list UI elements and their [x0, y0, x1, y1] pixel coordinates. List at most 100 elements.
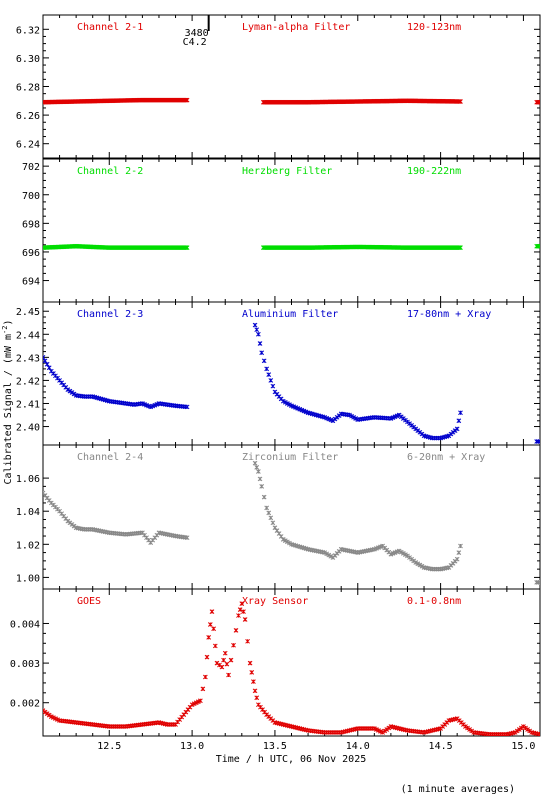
data-point: [247, 660, 253, 666]
panel-5: 0.002 0.003 0.004 GOES Xray Sensor 0.1-0.8nm: [10, 588, 541, 737]
data-point: [261, 494, 267, 500]
y-tick-label: 2.45: [16, 307, 40, 318]
data-point: [212, 643, 218, 649]
x-tick-label: 13.5: [263, 741, 287, 752]
data-markers: [43, 460, 540, 585]
flare-marker: 3480 C4.2: [183, 15, 210, 48]
data-point: [237, 607, 243, 612]
data-point: [44, 361, 50, 367]
data-point: [456, 418, 462, 424]
panel-frame: [42, 14, 541, 159]
data-point: [249, 669, 255, 675]
panel-frame: [42, 588, 541, 737]
data-point: [454, 556, 460, 562]
y-tick-label: 1.06: [16, 474, 40, 485]
panel-4: 1.00 1.02 1.04 1.06 Channel 2-4 Zirconium Fil…: [16, 444, 541, 590]
panel-frame: [42, 301, 541, 446]
data-point: [252, 460, 258, 466]
data-point: [198, 698, 203, 704]
panels-group: 6.24 6.26 6.28 6.30 6.32 Channel 2-1 Lyman-alp…: [10, 14, 541, 752]
data-point: [202, 674, 208, 680]
panel-label-left: Channel 2-4: [77, 452, 143, 463]
panel-label-left: Channel 2-3: [77, 309, 143, 320]
y-tick-label: 694: [22, 277, 40, 288]
data-point: [264, 366, 270, 372]
data-point: [184, 97, 190, 103]
data-markers: [43, 97, 540, 105]
x-axis-label: Time / h UTC, 06 Nov 2025: [216, 754, 367, 765]
data-point: [537, 439, 540, 444]
data-point: [236, 613, 241, 618]
data-markers: [43, 322, 540, 444]
panel-label-mid: Herzberg Filter: [242, 166, 332, 177]
y-tick-label: 698: [22, 219, 40, 230]
data-point: [226, 672, 231, 678]
panel-label-left: Channel 2-2: [77, 166, 143, 177]
data-point: [219, 664, 225, 670]
panel-2: 694 696 698 700 702 Channel 2-2 Herzberg Filte…: [22, 158, 541, 303]
data-point: [245, 638, 250, 644]
data-point: [254, 327, 260, 333]
y-tick-label: 6.26: [16, 111, 40, 122]
panel-3: 2.40 2.41 2.42 2.43 2.44 2.45 Channel 2-3 Alumi…: [16, 301, 541, 446]
data-point: [239, 601, 245, 607]
data-point: [270, 520, 276, 526]
y-tick-label: 2.41: [16, 399, 40, 410]
data-point: [257, 476, 263, 482]
data-point: [228, 657, 234, 663]
data-point: [537, 99, 540, 105]
panel-label-mid: Lyman-alpha Filter: [242, 22, 350, 33]
data-point: [254, 464, 260, 470]
panel-label-right: 120-123nm: [407, 22, 461, 33]
y-tick-label: 6.24: [16, 140, 40, 151]
data-point: [537, 580, 540, 585]
y-tick-label: 0.002: [10, 699, 40, 710]
data-point: [537, 243, 540, 249]
x-tick-label: 14.0: [346, 741, 370, 752]
data-point: [268, 378, 274, 383]
panel-label-right: 17-80nm + Xray: [407, 309, 491, 320]
data-point: [43, 358, 48, 364]
y-tick-label: 696: [22, 248, 40, 259]
panel-1: 6.24 6.26 6.28 6.30 6.32 Channel 2-1 Lyman-alp…: [16, 14, 541, 159]
data-markers: [43, 601, 540, 736]
data-point: [251, 679, 256, 684]
y-tick-label: 0.003: [10, 659, 40, 670]
y-tick-label: 6.32: [16, 25, 40, 36]
y-tick-label: 6.28: [16, 83, 40, 94]
data-point: [231, 642, 236, 648]
y-tick-label: 6.30: [16, 54, 40, 65]
panel-label-right: 0.1-0.8nm: [407, 596, 461, 607]
data-point: [242, 617, 248, 622]
panel-label-mid: Xray Sensor: [242, 596, 308, 607]
data-point: [261, 358, 267, 364]
data-point: [259, 350, 265, 356]
data-point: [254, 695, 260, 701]
flare-class-label: C4.2: [183, 37, 207, 48]
y-tick-label: 1.02: [16, 540, 40, 551]
footnote: (1 minute averages): [401, 784, 515, 795]
data-point: [458, 245, 463, 251]
data-point: [266, 510, 272, 516]
data-point: [209, 609, 215, 614]
data-point: [458, 410, 463, 416]
data-point: [206, 634, 212, 640]
panel-label-mid: Aluminium Filter: [242, 309, 338, 320]
data-point: [200, 686, 206, 692]
data-point: [241, 609, 246, 614]
data-point: [456, 550, 462, 555]
data-markers: [43, 243, 540, 251]
panel-frame: [42, 158, 541, 303]
y-tick-label: 2.40: [16, 423, 40, 434]
y-tick-label: 1.04: [16, 507, 40, 518]
data-point: [224, 661, 230, 667]
data-point: [266, 372, 272, 378]
data-point: [184, 245, 190, 251]
data-point: [256, 469, 261, 474]
data-point: [259, 484, 265, 489]
data-point: [207, 622, 213, 627]
data-point: [252, 322, 258, 328]
data-point: [252, 688, 258, 694]
data-point: [458, 543, 463, 549]
